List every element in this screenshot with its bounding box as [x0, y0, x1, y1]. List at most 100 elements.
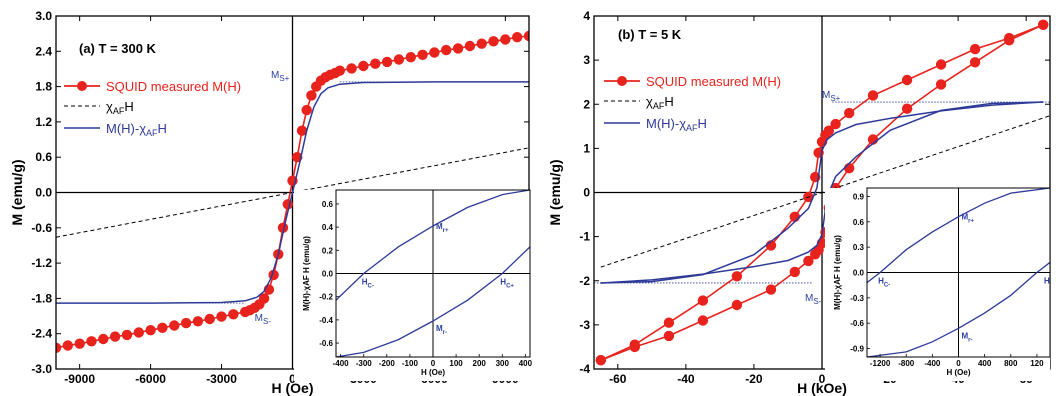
- panel-a-plot-area: [56, 16, 529, 369]
- panel-b-y-tick-label: 1: [583, 141, 590, 155]
- panel-b-measured-point: [765, 284, 777, 295]
- panel-a-inset-branch-0: [336, 190, 530, 301]
- panel-b-inset-hc-minus-label: HC-: [878, 277, 890, 289]
- panel-a-inset-y-axis-label: M(H)-χAF H (emu/g): [302, 236, 311, 311]
- panel-a-y-tick-label: -0.6: [31, 221, 52, 235]
- panel-a-x-tick-label: -3000: [206, 372, 237, 386]
- panel-a-measured-point: [417, 49, 428, 60]
- panel-a-y-tick-label: 0.6: [35, 150, 52, 164]
- panel-a-inset-bg: [294, 190, 530, 381]
- panel-a-measured-point: [169, 320, 180, 331]
- panel-a-inset-y-tick-label: 0.2: [322, 246, 334, 255]
- panel-b-inset-y-tick-label: -0.3: [850, 294, 864, 303]
- panel-b-ms-plus-label: MS+: [822, 90, 841, 103]
- panel-a-measured-point: [282, 199, 293, 210]
- panel-a-corrected-line-2: [56, 81, 529, 304]
- panel-b-inset-y-tick-label: -0.9: [850, 345, 864, 354]
- panel-b-measured-point: [1038, 19, 1049, 30]
- panel-b-ms-minus-label: MS-: [805, 293, 822, 306]
- panel-a-y-tick-label: 0.0: [35, 186, 52, 200]
- panel-a-y-tick-label: 1.2: [35, 115, 52, 129]
- panel-a-measured-point: [500, 34, 511, 45]
- panel-a-measured-point: [464, 40, 476, 52]
- panel-b-measured-point: [663, 330, 675, 342]
- panel-a-measured-point: [346, 63, 357, 74]
- panel-a-measured-point: [405, 52, 416, 63]
- panel-a-measured-point: [476, 38, 487, 49]
- panel-b-legend-measured-label: SQUID measured M(H): [646, 74, 781, 89]
- panel-b-y-tick-label: -2: [579, 274, 590, 288]
- panel-a-measured-point: [157, 322, 168, 333]
- panel-a-measured-point: [228, 309, 239, 320]
- panel-a-measured-point: [277, 222, 289, 233]
- panel-b-measured-point: [731, 299, 743, 311]
- panel-b-y-tick-label: 2: [583, 97, 590, 111]
- panel-b-x-axis-label: H (kOe): [797, 380, 847, 396]
- panel-a-y-tick-label: 2.4: [35, 44, 52, 58]
- panel-b-inset-branch-1: [867, 261, 1050, 357]
- panel-a-inset-y-tick-label: 0.4: [322, 223, 334, 232]
- panel-a-measured-point: [429, 47, 440, 58]
- panel-b-inset-mr-plus-label: Mr+: [962, 213, 975, 225]
- panel-b-measured-point: [935, 59, 947, 70]
- panel-a-legend-afm-label: χAFH: [106, 99, 134, 116]
- panel-a-measured-point: [216, 311, 227, 322]
- panel-b-measured-point: [935, 79, 947, 90]
- panel-a-measured-point: [512, 32, 523, 43]
- panel-a-measured-point: [109, 331, 121, 342]
- panel-b-measured-point: [969, 43, 981, 55]
- panel-a-measured-point: [381, 56, 393, 68]
- panel-b-measured-point: [789, 211, 800, 222]
- panel-a-x-tick-label: 0: [289, 372, 296, 386]
- panel-a-measured-point: [121, 329, 133, 341]
- panel-b-inset-plot: [867, 188, 1050, 357]
- panel-b-y-tick-label: -1: [579, 230, 590, 244]
- panel-a-y-tick-label: -1.8: [31, 291, 52, 305]
- panel-a-measured-point: [258, 293, 270, 304]
- panel-a-y-tick-label: 1.8: [35, 80, 52, 94]
- panel-a-x-axis-label: H (Oe): [272, 380, 314, 396]
- panel-a-inset-mr-plus-label: Mr+: [436, 222, 449, 234]
- panel-b-corrected-line-4: [600, 101, 1044, 284]
- panel-b-inset-x-tick-label: -1200: [870, 359, 891, 368]
- panel-a-inset-y-tick-label: -0.4: [319, 316, 333, 325]
- panel-a-x-tick-label: -6000: [135, 372, 166, 386]
- panel-b-measured-point: [823, 125, 834, 136]
- panel-a-measured-point: [523, 30, 529, 42]
- panel-b-inset-x-tick-label: 0: [956, 359, 961, 368]
- panel-b-measured-point: [629, 341, 640, 353]
- panel-a-legend-corrected-label: M(H)-χAFH: [106, 121, 167, 138]
- panel-b-x-tick-label: -20: [745, 372, 763, 386]
- panel-a-inset-x-tick-label: 0: [431, 359, 436, 368]
- panel-b-inset-x-tick-label: 120: [1030, 359, 1044, 368]
- panel-b-measured-point: [803, 255, 814, 267]
- panel-a-measured-point: [56, 342, 62, 353]
- panel-a-measured-point: [62, 340, 73, 351]
- panel-a-y-tick-label: -1.2: [31, 256, 52, 270]
- panel-a-y-axis-label: M (emu/g): [9, 159, 25, 225]
- panel-b-inset-x-tick-label: 800: [1004, 359, 1018, 368]
- panel-a-measured-point: [488, 36, 499, 47]
- panel-b-title: (b) T = 5 K: [618, 27, 682, 42]
- panel-a-ms-minus-label: MS-: [255, 313, 272, 326]
- panel-b-measured-point: [697, 295, 709, 306]
- panel-a-legend-measured-marker: [77, 81, 87, 91]
- panel-b-inset-x-axis-label: H (Oe): [947, 368, 971, 377]
- panel-b-inset-y-tick-label: 0.0: [853, 269, 865, 278]
- panel-a-title: (a) T = 300 K: [79, 41, 157, 56]
- panel-b-inset-y-tick-label: -0.6: [850, 319, 864, 328]
- panel-b-inset-x-tick-label: -400: [924, 359, 941, 368]
- panel-a-inset-mr-minus-label: Mr-: [436, 324, 447, 336]
- panel-b-inset-y-tick-label: 0.6: [853, 218, 865, 227]
- panel-a-inset-x-axis-label: H (Oe): [421, 368, 445, 377]
- panel-b-measured-point: [697, 315, 709, 326]
- panel-b-measured-point: [901, 74, 913, 86]
- panel-b-inset-x-tick-label: 400: [978, 359, 992, 368]
- panel-b-inset-y-tick-label: 0.9: [853, 192, 865, 201]
- panel-a-measured-point: [145, 325, 156, 336]
- panel-a-measured-point: [74, 338, 85, 349]
- panel-a-y-tick-label: 3.0: [35, 9, 52, 23]
- panel-b-measured-point: [731, 271, 743, 282]
- panel-b-y-tick-label: 4: [583, 9, 590, 23]
